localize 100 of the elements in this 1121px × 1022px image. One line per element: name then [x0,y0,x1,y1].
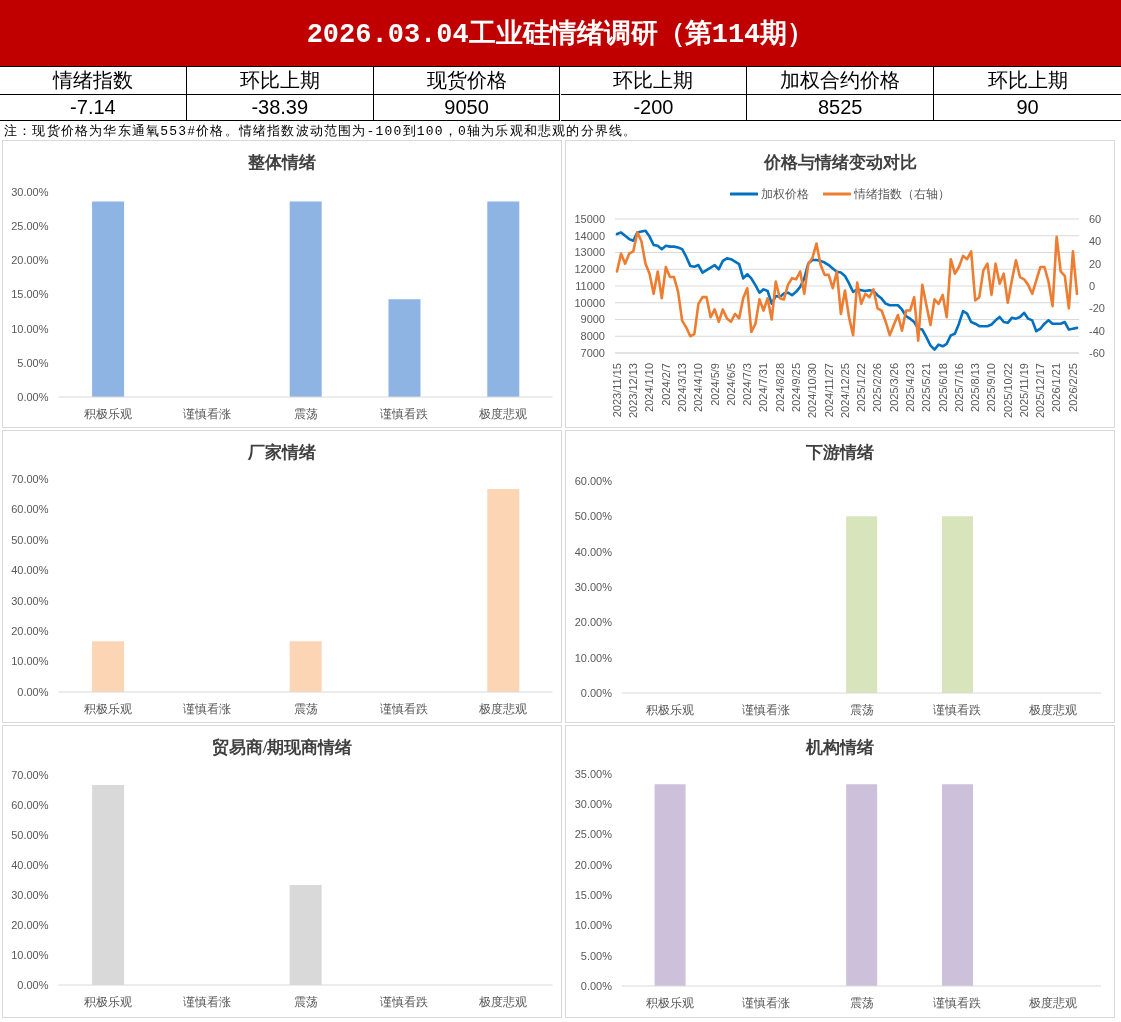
text: 2026.03.04工业硅情绪调研（第114期） [306,18,815,51]
y-tick-label: 25.00% [11,220,49,233]
x-tick-label: 震荡 [293,701,318,716]
y-tick-label: 60.00% [11,503,49,516]
y-tick-label: 30.00% [574,580,613,593]
x-tick-label: 2025/8/13 [969,363,982,412]
x-tick-label: 2024/1/10 [643,363,656,412]
y-tick-label: 5.00% [580,949,613,962]
y2-tick-label: 20 [1089,257,1102,270]
chart-title: 下游情绪 [806,443,874,462]
y-tick-label: 10.00% [574,919,613,932]
x-tick-label: 2024/8/28 [773,363,786,412]
x-tick-label: 2026/2/25 [1066,363,1079,412]
y2-tick-label: -40 [1089,324,1105,337]
y-tick-label: 30.00% [11,888,49,901]
y-tick-label: 50.00% [11,533,49,546]
y-tick-label: 40.00% [11,858,49,871]
y-tick-label: 15000 [574,212,605,225]
y-tick-label: 9000 [580,313,605,326]
y-tick-label: 35.00% [574,767,613,780]
x-tick-label: 积极乐观 [83,406,132,421]
y-tick-label: 60.00% [11,798,49,811]
y-tick-label: 0.00% [17,685,49,698]
y2-tick-label: -20 [1089,302,1105,315]
data-label: -200 [560,95,748,121]
x-tick-label: 2025/3/26 [887,363,900,412]
y-tick-label: 0.00% [17,390,49,403]
y-tick-label: 20.00% [11,918,49,931]
y-tick-label: 5.00% [17,356,49,369]
y2-tick-label: -60 [1089,346,1105,359]
x-tick-label: 2024/7/3 [741,363,754,406]
x-tick-label: 极度悲观 [478,406,528,421]
y-tick-label: 11000 [575,279,605,292]
x-tick-label: 谨慎看涨 [741,995,790,1010]
x-tick-label: 2025/12/17 [1034,363,1047,419]
y-tick-label: 0.00% [580,979,613,992]
category-label: 加权合约价格 [780,68,901,93]
x-tick-label: 2023/12/13 [627,363,640,419]
x-tick-label: 2024/4/10 [692,363,705,412]
y-tick-label: 10.00% [11,322,49,335]
y-tick-label: 12000 [574,263,605,276]
y-tick-label: 10000 [574,296,605,309]
legend-label: 加权价格 [761,185,809,203]
y-tick-label: 0.00% [580,686,613,699]
y-tick-label: 50.00% [574,510,613,523]
y-tick-label: 20.00% [574,616,613,629]
x-tick-label: 2025/2/26 [871,363,884,412]
y-tick-label: 60.00% [574,474,613,487]
chart-title: 价格与情绪变动对比 [763,153,917,172]
x-tick-label: 谨慎看跌 [380,406,429,421]
x-tick-label: 2026/1/21 [1050,363,1063,412]
x-tick-label: 2024/11/27 [822,363,835,418]
x-tick-label: 2024/3/13 [675,363,688,412]
x-tick-label: 极度悲观 [1028,995,1078,1010]
data-label: -38.39 [186,95,374,121]
y-tick-label: 40.00% [574,545,613,558]
category-label: 环比上期 [239,68,320,93]
x-tick-label: 积极乐观 [83,994,132,1009]
x-tick-label: 谨慎看跌 [933,995,982,1010]
x-tick-label: 2024/7/31 [757,363,770,412]
y-tick-label: 25.00% [574,828,613,841]
x-tick-label: 震荡 [293,994,318,1009]
y-tick-label: 30.00% [11,594,49,607]
category-label: 现货价格 [426,68,507,93]
chart-title: 厂家情绪 [248,443,316,462]
x-tick-label: 积极乐观 [645,702,694,717]
x-tick-label: 震荡 [849,702,874,717]
y-tick-label: 15.00% [574,889,613,902]
data-label: 9050 [373,95,561,121]
x-tick-label: 2023/11/15 [610,363,623,418]
y-tick-label: 14000 [574,229,605,242]
y-tick-label: 10.00% [11,948,49,961]
x-tick-label: 2025/5/21 [920,363,933,412]
y-tick-label: 40.00% [11,564,49,577]
x-tick-label: 2024/5/9 [708,363,721,406]
y-tick-label: 13000 [574,246,605,259]
x-tick-label: 2024/2/7 [659,363,672,406]
x-tick-label: 2024/10/30 [806,363,819,419]
category-label: 环比上期 [987,68,1068,93]
x-tick-label: 2024/9/25 [789,363,802,412]
y2-tick-label: 40 [1089,235,1102,248]
legend-label: 情绪指数（右轴） [854,185,950,203]
x-tick-label: 2025/11/19 [1017,363,1030,418]
data-label: 8525 [747,95,935,121]
y2-tick-label: 60 [1089,212,1102,225]
x-tick-label: 2025/9/10 [985,363,998,412]
text: 注：现货价格为华东通氧553#价格。情绪指数波动范围为-100到100，0轴为乐观和悲观的分界线。 [4,122,638,140]
chart-title: 整体情绪 [248,153,316,172]
x-tick-label: 2025/10/22 [1001,363,1014,419]
x-tick-label: 2025/7/16 [952,363,965,412]
x-tick-label: 积极乐观 [83,701,132,716]
x-tick-label: 极度悲观 [478,994,528,1009]
y-tick-label: 20.00% [574,858,613,871]
x-tick-label: 谨慎看跌 [380,994,429,1009]
y-tick-label: 50.00% [11,828,49,841]
y-tick-label: 10.00% [11,655,49,668]
x-tick-label: 谨慎看涨 [182,994,231,1009]
x-tick-label: 2025/1/22 [855,363,868,412]
x-tick-label: 震荡 [849,995,874,1010]
x-tick-label: 2025/4/23 [903,363,916,412]
